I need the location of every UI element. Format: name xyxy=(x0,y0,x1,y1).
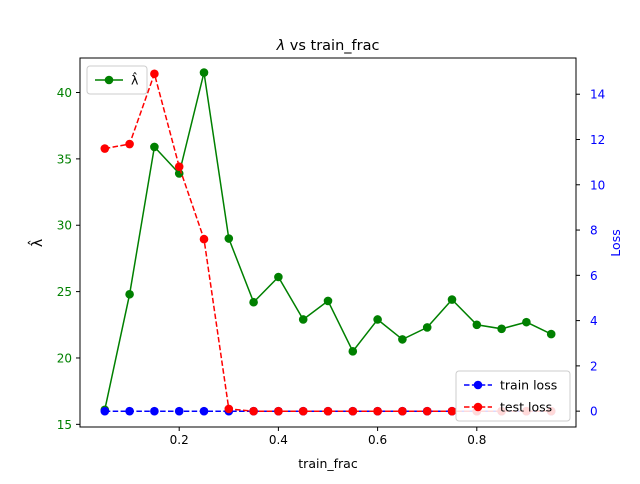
data-point-train-loss xyxy=(174,406,184,416)
data-point-series-0 xyxy=(422,323,432,332)
data-point-test-loss xyxy=(298,406,308,416)
y-tick-label-right: 14 xyxy=(590,88,605,102)
legend-marker-series-0 xyxy=(104,75,114,85)
data-point-test-loss xyxy=(150,69,159,79)
y-tick-label-right: 0 xyxy=(590,405,598,419)
x-tick-label: 0.4 xyxy=(269,433,288,447)
data-point-series-0 xyxy=(373,315,382,324)
plot-frame xyxy=(79,57,577,428)
data-point-test-loss xyxy=(274,406,283,416)
data-point-test-loss xyxy=(174,162,184,171)
data-point-test-loss xyxy=(323,406,333,416)
data-point-series-0 xyxy=(348,347,358,356)
data-point-series-0 xyxy=(274,272,283,282)
x-axis-label: train_frac xyxy=(298,456,358,471)
title-text: vs train_frac xyxy=(285,38,379,54)
y-tick-label-left: 30 xyxy=(57,219,72,233)
x-tick-label: 0.8 xyxy=(467,433,486,447)
title-symbol: λ xyxy=(276,38,286,54)
y-axis-label-right: Loss xyxy=(608,229,623,256)
chart-title: λ vs train_frac xyxy=(276,38,380,54)
data-point-train-loss xyxy=(100,406,110,416)
data-point-test-loss xyxy=(447,406,457,416)
data-point-test-loss xyxy=(373,406,382,416)
data-point-series-0 xyxy=(323,296,333,306)
legend-marker-train-loss xyxy=(473,380,483,390)
data-point-series-0 xyxy=(522,317,531,327)
legend-label-test-loss: test loss xyxy=(500,400,552,415)
data-point-test-loss xyxy=(348,406,358,416)
data-point-test-loss xyxy=(224,404,234,414)
y-tick-label-right: 8 xyxy=(590,224,598,238)
data-point-series-0 xyxy=(249,297,258,307)
data-point-train-loss xyxy=(150,406,159,416)
data-point-train-loss xyxy=(199,406,209,416)
data-point-series-0 xyxy=(447,295,457,304)
data-point-test-loss xyxy=(398,406,407,416)
data-point-train-loss xyxy=(125,406,134,416)
data-point-series-0 xyxy=(546,329,556,339)
legend-label-series-0: λ̂ xyxy=(131,71,139,87)
x-tick-label: 0.2 xyxy=(170,433,189,447)
y-tick-label-left: 25 xyxy=(57,285,72,299)
data-point-test-loss xyxy=(100,144,110,153)
y-tick-label-left: 20 xyxy=(57,351,72,365)
y-tick-label-right: 12 xyxy=(590,133,605,147)
legend-marker-test-loss xyxy=(473,402,483,412)
data-point-series-0 xyxy=(199,68,209,77)
y-tick-label-right: 4 xyxy=(590,314,598,328)
data-point-test-loss xyxy=(249,406,258,416)
y-tick-label-left: 35 xyxy=(57,152,72,166)
data-point-series-0 xyxy=(497,324,506,334)
y-axis-label-left: λ̂ xyxy=(27,239,46,247)
data-point-series-0 xyxy=(298,315,308,324)
data-point-series-0 xyxy=(125,289,134,299)
y-tick-label-right: 2 xyxy=(590,359,598,373)
data-point-series-0 xyxy=(398,335,407,344)
y-tick-label-right: 6 xyxy=(590,269,598,283)
data-point-series-0 xyxy=(224,234,234,243)
axes-layer: 0.2 0.4 0.6 0.8 15 20 25 30 35 40 0 2 4 6 8 10 12 14 xyxy=(57,57,605,447)
data-point-series-0 xyxy=(472,320,482,330)
data-point-series-0 xyxy=(150,142,159,152)
data-point-test-loss xyxy=(125,139,134,149)
data-point-test-loss xyxy=(422,406,432,416)
legend-box-bottom-right xyxy=(455,370,571,422)
x-tick-label: 0.6 xyxy=(368,433,387,447)
legend-label-train-loss: train loss xyxy=(500,378,557,393)
y-tick-label-right: 10 xyxy=(590,178,605,192)
y-tick-label-left: 40 xyxy=(57,86,72,100)
data-point-test-loss xyxy=(199,234,209,244)
y-tick-label-left: 15 xyxy=(57,418,72,432)
legend-layer: λ̂ train loss test loss xyxy=(86,65,571,422)
